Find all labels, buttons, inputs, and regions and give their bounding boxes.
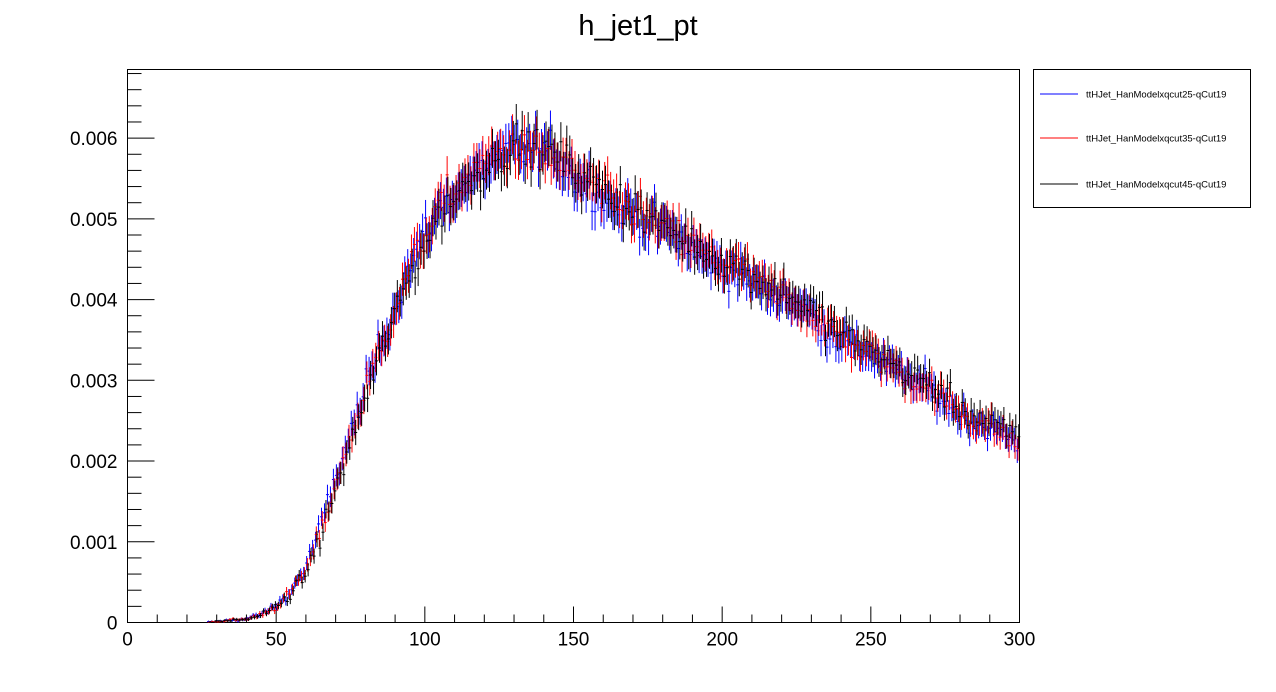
y-tick-label: 0.003 bbox=[70, 371, 118, 392]
x-tick-label: 250 bbox=[855, 630, 887, 651]
series-layer bbox=[207, 104, 1021, 623]
x-tick-label: 0 bbox=[122, 630, 133, 651]
legend-label-3: ttHJet_HanModelxqcut45-qCut19 bbox=[1086, 180, 1226, 191]
y-tick-label: 0.006 bbox=[70, 129, 118, 150]
series-2 bbox=[207, 114, 1020, 623]
x-tick-label: 300 bbox=[1004, 630, 1036, 651]
series-3 bbox=[208, 104, 1021, 623]
x-tick-label: 150 bbox=[558, 630, 590, 651]
legend-label-2: ttHJet_HanModelxqcut35-qCut19 bbox=[1086, 134, 1226, 145]
legend-label-1: ttHJet_HanModelxqcut25-qCut19 bbox=[1086, 90, 1226, 101]
y-tick-label: 0.004 bbox=[70, 291, 118, 312]
legend: ttHJet_HanModelxqcut25-qCut19 ttHJet_HanM… bbox=[1033, 69, 1251, 208]
y-tick-label: 0.002 bbox=[70, 452, 118, 473]
axes: 0 50 100 150 200 250 300 0 0.001 0.002 0.003 0.004 0… bbox=[70, 73, 1036, 651]
y-tick-label: 0.005 bbox=[70, 210, 118, 231]
x-tick-label: 100 bbox=[409, 630, 441, 651]
x-tick-label: 50 bbox=[266, 630, 287, 651]
x-tick-label: 200 bbox=[706, 630, 738, 651]
y-tick-label: 0.001 bbox=[70, 533, 118, 554]
plot-frame bbox=[127, 69, 1020, 623]
chart-title: h_jet1_pt bbox=[578, 10, 697, 42]
y-tick-label: 0 bbox=[107, 614, 118, 635]
